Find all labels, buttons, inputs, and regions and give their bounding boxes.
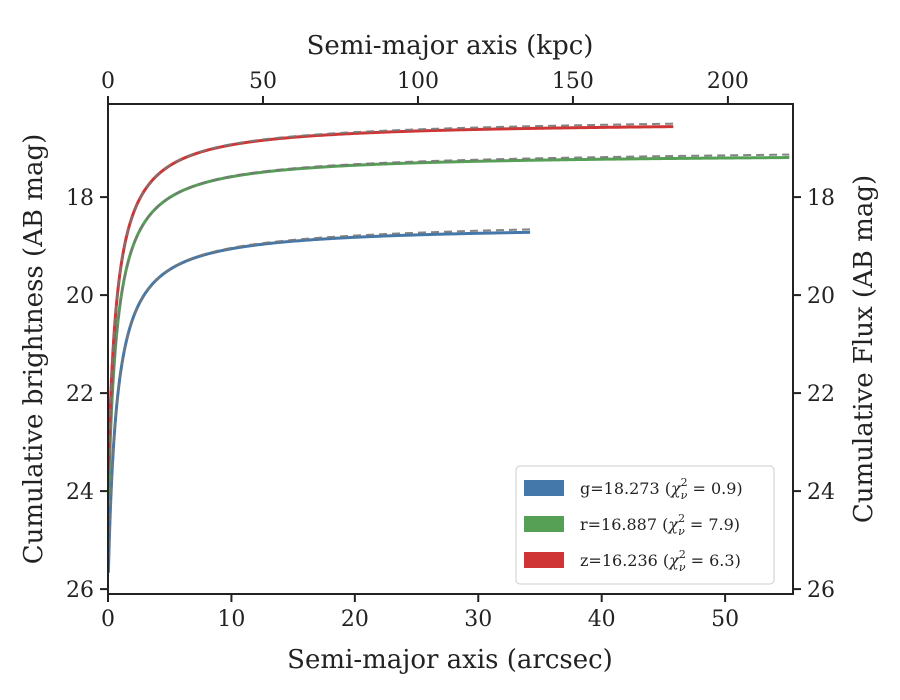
y-tick-label-right: 22: [807, 382, 835, 407]
y-tick-label-right: 24: [807, 480, 835, 505]
y-tick-label-right: 26: [807, 578, 835, 603]
y-axis-label-right: Cumulative Flux (AB mag): [849, 175, 879, 523]
legend-label-2: z=16.236 (χ2 ν = 6.3): [580, 548, 741, 574]
plot-frame: [107, 103, 794, 595]
x-tick-label-bottom: 50: [711, 607, 739, 632]
series-line-2: [108, 125, 674, 469]
x-tick-label-top: 0: [101, 69, 115, 94]
legend-label-0: g=18.273 (χ2 ν = 0.9): [580, 476, 743, 502]
legend: g=18.273 (χ2 ν = 0.9) r=16.887 (χ2 ν = 7.9)…: [515, 465, 775, 585]
model-line-2: [108, 122, 674, 469]
series-layer: [108, 122, 790, 573]
y-tick-label-right: 18: [807, 186, 835, 211]
x-tick-label-bottom: 10: [217, 607, 245, 632]
series-line-0: [108, 230, 531, 573]
y-tick-label-left: 26: [66, 578, 94, 603]
x-tick-label-top: 100: [397, 69, 439, 94]
y-tick-label-left: 22: [66, 382, 94, 407]
model-line-1: [108, 153, 790, 501]
legend-swatch-2: [524, 552, 564, 568]
y-tick-label-left: 24: [66, 480, 94, 505]
model-line-0: [108, 228, 531, 573]
legend-swatch-0: [524, 480, 564, 496]
y-tick-label-left: 18: [66, 186, 94, 211]
y-tick-label-right: 20: [807, 284, 835, 309]
legend-label-1: r=16.887 (χ2 ν = 7.9): [580, 512, 740, 538]
ticks-layer: 0 10 20 30 40 50 0 50 100 150 200 18 18 20 20 22 22 24 24 2…: [66, 69, 835, 632]
y-tick-label-left: 20: [66, 284, 94, 309]
x-axis-label-bottom: Semi-major axis (arcsec): [287, 645, 613, 675]
x-tick-label-bottom: 40: [588, 607, 616, 632]
x-tick-label-top: 50: [249, 69, 277, 94]
x-tick-label-top: 200: [707, 69, 749, 94]
x-tick-label-top: 150: [552, 69, 594, 94]
x-axis-label-top: Semi-major axis (kpc): [307, 31, 594, 61]
x-tick-label-bottom: 30: [464, 607, 492, 632]
x-tick-label-bottom: 0: [101, 607, 115, 632]
series-line-1: [108, 156, 790, 501]
legend-swatch-1: [524, 516, 564, 532]
x-tick-label-bottom: 20: [341, 607, 369, 632]
legend-box: [515, 465, 775, 585]
y-axis-label-left: Cumulative brightness (AB mag): [19, 134, 49, 565]
